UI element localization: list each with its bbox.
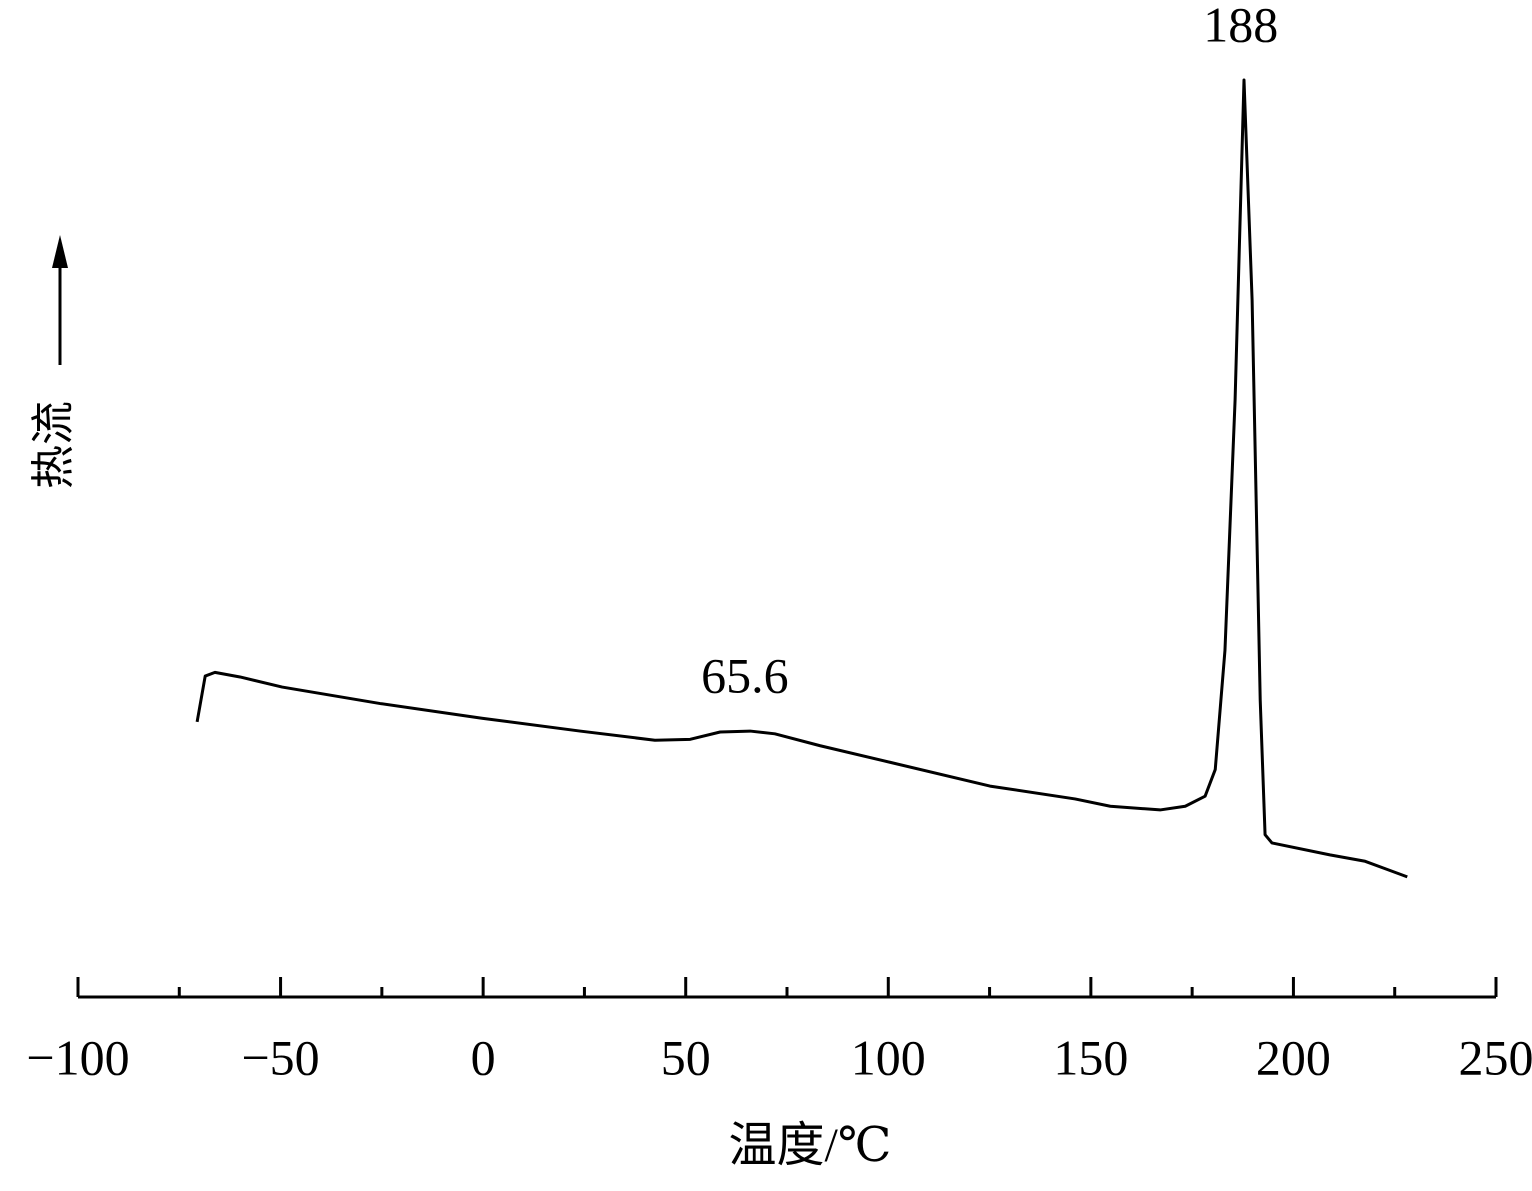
x-tick-label: 250	[1459, 1029, 1532, 1085]
y-arrow-head	[52, 235, 68, 268]
x-axis-label: 温度/℃	[728, 1119, 891, 1172]
annotation: 65.6	[701, 648, 789, 704]
x-tick-label: 0	[471, 1029, 496, 1085]
data-line	[195, 78, 1408, 879]
x-tick-label: −100	[26, 1029, 129, 1085]
x-tick-label: 200	[1256, 1029, 1331, 1085]
x-tick-label: 150	[1053, 1029, 1128, 1085]
x-tick-label: 50	[661, 1029, 711, 1085]
x-tick-label: −50	[241, 1029, 319, 1085]
y-axis-label: 热流	[29, 401, 78, 489]
annotation: 188	[1203, 0, 1278, 52]
x-tick-label: 100	[851, 1029, 926, 1085]
